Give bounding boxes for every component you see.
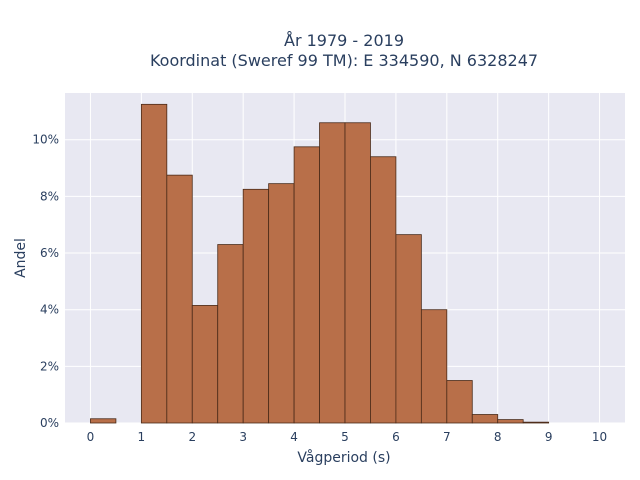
- histogram-bar: [420, 309, 448, 424]
- y-tick-label: 4%: [40, 303, 59, 317]
- chart-title-line-1: År 1979 - 2019: [284, 31, 404, 50]
- bars: [90, 103, 550, 424]
- histogram-bar: [268, 183, 295, 424]
- x-axis-title: Vågperiod (s): [297, 449, 390, 466]
- histogram-bar: [446, 380, 473, 424]
- x-tick-label: 5: [341, 430, 349, 444]
- x-tick-label: 10: [592, 430, 607, 444]
- chart-title-line-2: Koordinat (Sweref 99 TM): E 334590, N 63…: [150, 51, 538, 70]
- histogram-bar: [471, 414, 499, 424]
- histogram-bar: [191, 305, 219, 424]
- x-tick-label: 9: [545, 430, 553, 444]
- y-tick-label: 6%: [40, 246, 59, 260]
- x-tick-label: 3: [239, 430, 247, 444]
- histogram-bar: [497, 419, 524, 424]
- x-tick-label: 4: [290, 430, 298, 444]
- y-axis-title: Andel: [13, 238, 29, 278]
- y-axis-ticks: 0% 2% 4% 6% 8% 10%: [32, 133, 59, 430]
- x-tick-label: 0: [87, 430, 95, 444]
- histogram-bar: [370, 156, 397, 424]
- x-tick-label: 7: [443, 430, 451, 444]
- x-tick-label: 6: [392, 430, 400, 444]
- histogram-bar: [90, 418, 117, 424]
- x-tick-label: 8: [494, 430, 502, 444]
- x-axis-ticks: 0 1 2 3 4 5 6 7 8 9 10: [87, 430, 608, 444]
- x-tick-label: 2: [188, 430, 196, 444]
- histogram-bar: [166, 174, 193, 424]
- histogram-bar: [344, 122, 371, 424]
- y-tick-label: 10%: [32, 133, 59, 147]
- histogram-bar: [293, 146, 320, 424]
- y-tick-label: 0%: [40, 416, 59, 430]
- histogram-bar: [522, 421, 550, 424]
- y-tick-label: 8%: [40, 189, 59, 203]
- histogram-bar: [395, 234, 422, 424]
- histogram-bar: [217, 244, 244, 424]
- histogram-bar: [242, 188, 270, 424]
- y-tick-label: 2%: [40, 359, 59, 373]
- histogram-bar: [319, 122, 346, 424]
- histogram-bar: [140, 103, 168, 424]
- x-tick-label: 1: [138, 430, 146, 444]
